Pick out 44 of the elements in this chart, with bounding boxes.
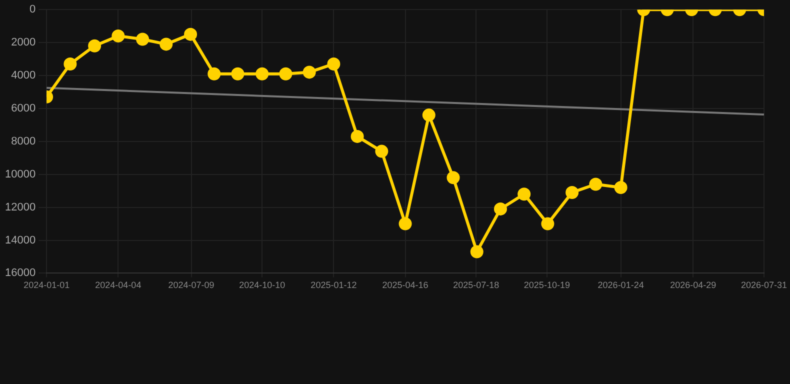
y-tick-label: 16000 [4,267,36,280]
point [279,67,292,80]
point [614,181,628,194]
y-tick-label: 12000 [4,201,36,214]
point [422,108,436,122]
point [136,32,150,46]
x-tick-label: 2025-04-16 [382,280,428,290]
y-tick-label: 14000 [4,234,36,246]
point [446,171,460,184]
x-tick-label: 2024-10-10 [239,280,286,290]
point [589,178,602,191]
point [541,217,554,230]
x-tick-label: 2024-04-04 [95,280,142,290]
y-tick-label: 10000 [4,168,36,180]
x-tick-label: 2024-01-01 [24,280,70,290]
point [518,188,531,201]
x-tick-label: 2025-01-12 [310,280,357,290]
y-tick-label: 6000 [11,102,36,114]
point [256,67,269,80]
y-tick-label: 2000 [11,36,36,49]
point [302,66,316,79]
x-tick-label: 2025-07-18 [453,280,500,290]
point [88,39,102,52]
y-tick-label: 8000 [11,135,36,148]
point [208,67,221,80]
point [494,202,507,216]
point [375,144,388,158]
point [64,57,77,70]
point [184,28,198,41]
x-tick-label: 2026-04-29 [670,280,716,290]
point [566,186,579,199]
x-tick-label: 2025-10-19 [524,280,570,290]
point [327,57,340,70]
point [470,245,484,258]
point [160,38,173,51]
x-tick-label: 2026-07-31 [740,280,788,290]
point [112,29,125,42]
y-tick-label: 4000 [11,70,36,82]
point [231,67,244,80]
point [350,130,364,143]
y-tick-label: 0 [29,4,36,16]
x-tick-label: 2024-07-09 [168,280,214,290]
x-tick-label: 2026-01-24 [598,280,644,290]
point [398,217,412,230]
